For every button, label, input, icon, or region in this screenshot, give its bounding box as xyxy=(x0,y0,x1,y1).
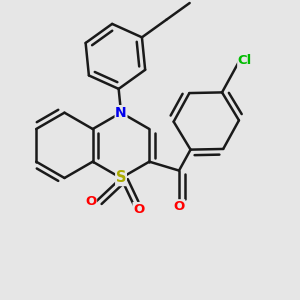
Text: O: O xyxy=(173,200,185,213)
Text: Cl: Cl xyxy=(238,54,252,68)
Text: S: S xyxy=(116,170,126,185)
Text: N: N xyxy=(115,106,127,120)
Text: O: O xyxy=(133,202,144,216)
Text: O: O xyxy=(85,195,97,208)
